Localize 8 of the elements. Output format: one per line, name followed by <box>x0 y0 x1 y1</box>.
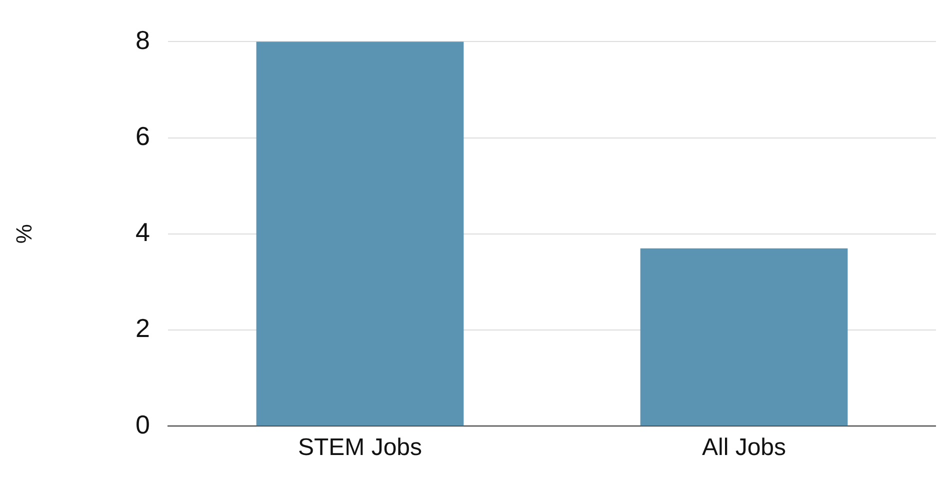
x-tick-label: All Jobs <box>702 434 786 462</box>
y-tick-label: 2 <box>136 313 150 344</box>
y-axis-title: % <box>11 224 36 244</box>
x-tick-label: STEM Jobs <box>298 434 422 462</box>
y-tick-label: 0 <box>136 409 150 440</box>
y-tick-label: 6 <box>136 120 150 151</box>
y-tick-label: 8 <box>136 24 150 55</box>
y-tick-label: 4 <box>136 217 150 248</box>
